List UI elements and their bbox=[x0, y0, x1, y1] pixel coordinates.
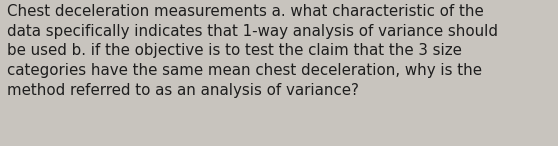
Text: Chest deceleration measurements a. what characteristic of the
data specifically : Chest deceleration measurements a. what … bbox=[7, 4, 498, 98]
